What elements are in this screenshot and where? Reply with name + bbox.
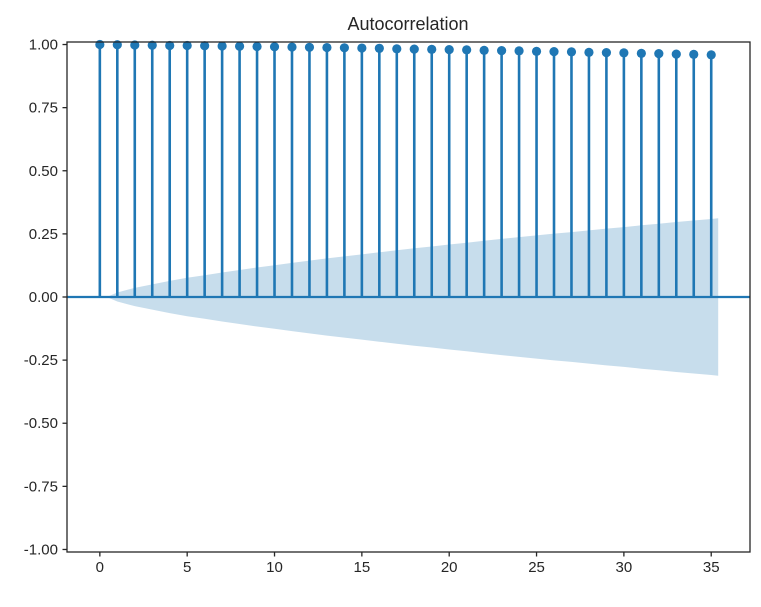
stem-marker [269, 42, 280, 52]
y-tick-label: -0.75 [24, 478, 58, 495]
stem-marker [304, 42, 315, 52]
x-tick-label: 30 [616, 559, 633, 576]
stem-marker [549, 46, 559, 57]
stem-marker [252, 41, 262, 52]
stem-marker [619, 48, 629, 58]
stem-marker [479, 45, 489, 55]
stem-marker [601, 48, 612, 58]
stem-marker [497, 45, 507, 56]
x-tick-label: 20 [441, 559, 458, 576]
x-tick-label: 35 [703, 559, 720, 576]
stem-marker [392, 44, 402, 54]
stem-marker [287, 42, 297, 52]
chart-title: Autocorrelation [347, 14, 468, 34]
stem-marker [514, 46, 524, 56]
stem-marker [584, 47, 594, 57]
y-tick-label: 0.50 [29, 163, 58, 180]
stem-marker [444, 44, 454, 55]
stem-marker [374, 43, 384, 53]
x-tick-label: 5 [183, 559, 191, 576]
stem-marker [671, 49, 681, 59]
x-tick-label: 25 [528, 559, 545, 576]
y-axis-ticks-group: 1.00 0.75 0.50 0.25 0.00 -0.25 -0.50 -0.75 -1.00 [24, 37, 67, 558]
x-tick-label: 10 [266, 559, 283, 576]
stem-marker [339, 43, 349, 53]
x-tick-label: 0 [96, 559, 104, 576]
stem-marker [200, 41, 210, 51]
stem-marker [654, 49, 664, 59]
y-tick-label: 0.00 [29, 289, 58, 306]
y-tick-label: -0.25 [24, 352, 58, 369]
stem-marker [357, 43, 367, 53]
stems-group [98, 44, 713, 297]
x-axis-ticks-group: 0 5 10 15 20 25 30 35 [96, 552, 720, 576]
stem-marker [234, 41, 245, 51]
stem-marker [130, 40, 140, 50]
stem-marker [95, 39, 105, 50]
stem-marker [182, 40, 192, 51]
stem-marker [462, 45, 472, 55]
stem-marker [217, 41, 227, 51]
x-tick-label: 15 [354, 559, 371, 576]
stem-marker [322, 42, 332, 53]
stem-marker [689, 49, 699, 59]
confidence-band [106, 218, 719, 376]
y-tick-label: -0.50 [24, 415, 58, 432]
stem-marker [566, 47, 577, 57]
stem-marker [531, 46, 542, 56]
y-tick-label: 0.25 [29, 226, 58, 243]
confidence-band-group [106, 218, 719, 376]
stem-marker [165, 40, 175, 51]
stem-marker [409, 44, 419, 54]
stem-marker [427, 44, 437, 54]
stem-marker [636, 48, 646, 58]
y-tick-label: -1.00 [24, 541, 58, 558]
y-tick-label: 0.75 [29, 100, 58, 117]
stem-marker [147, 40, 157, 50]
y-tick-label: 1.00 [29, 37, 58, 54]
stem-marker [706, 50, 716, 60]
